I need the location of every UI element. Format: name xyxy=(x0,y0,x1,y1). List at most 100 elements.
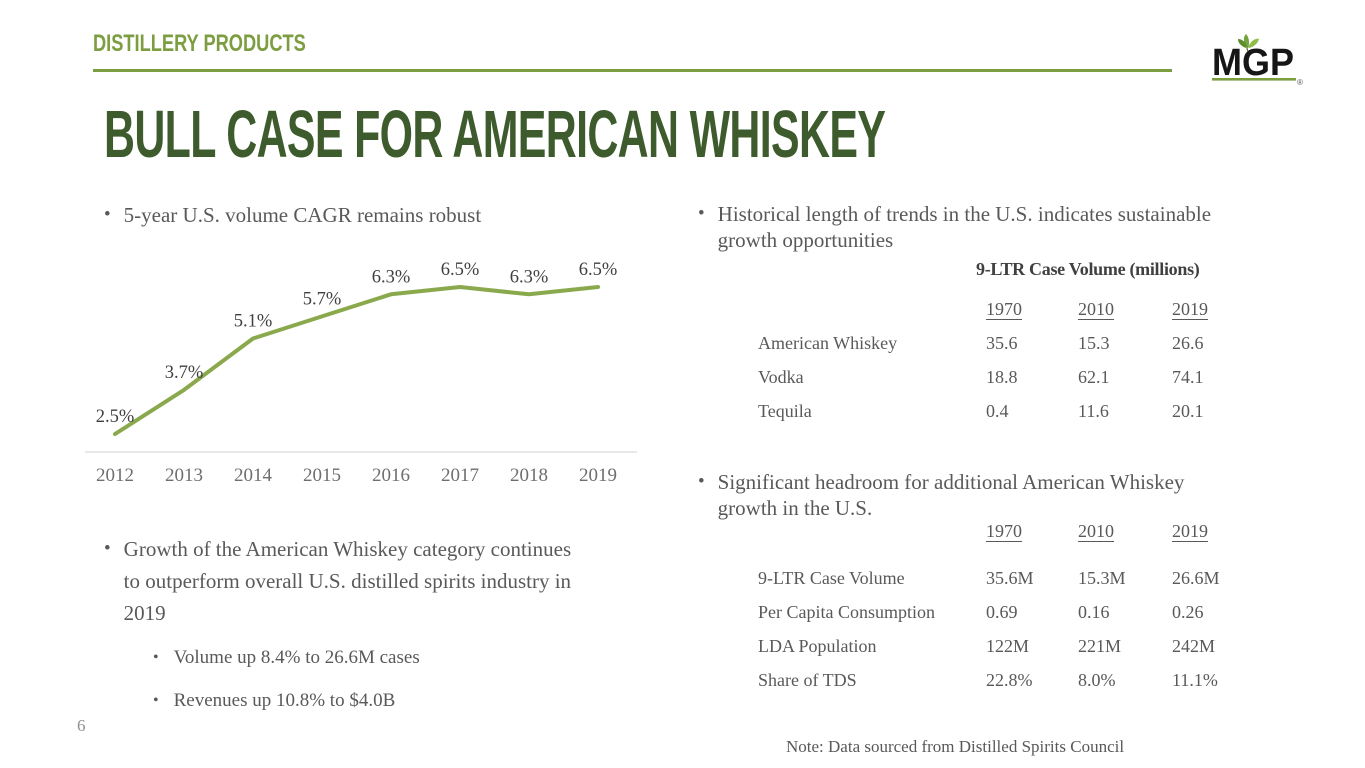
data-label: 6.5% xyxy=(579,260,618,280)
column-header-label: 1970 xyxy=(986,298,1022,319)
bullet-headroom: • Significant headroom for additional Am… xyxy=(698,469,1238,521)
table-cell: 122M xyxy=(986,635,1030,656)
row-label: Tequila xyxy=(758,400,812,421)
x-axis-tick-label: 2013 xyxy=(165,465,203,486)
x-axis-tick-label: 2016 xyxy=(372,465,410,486)
table-corner-cell xyxy=(758,519,986,561)
table-cell: 0.16 xyxy=(1078,601,1110,622)
table-cell: 18.8 xyxy=(986,366,1018,387)
bullet-headroom-text: Significant headroom for additional Amer… xyxy=(717,470,1185,520)
table-row: American Whiskey 35.6 15.3 26.6 xyxy=(758,326,1258,360)
data-label: 3.7% xyxy=(165,363,204,383)
sub-bullet-volume-text: Volume up 8.4% to 26.6M cases xyxy=(173,647,420,668)
table-row: Tequila 0.4 11.6 20.1 xyxy=(758,394,1258,428)
table-cell: 0.69 xyxy=(986,601,1018,622)
table-cell: 0.4 xyxy=(986,400,1009,421)
column-header-label: 2019 xyxy=(1172,298,1208,319)
table-header-row: 1970 2010 2019 xyxy=(758,519,1258,561)
row-label: Share of TDS xyxy=(758,669,857,690)
x-axis-tick-label: 2019 xyxy=(579,465,617,486)
x-axis-tick-label: 2018 xyxy=(510,465,548,486)
table-row: LDA Population 122M 221M 242M xyxy=(758,629,1258,663)
bullet-cagr: • 5-year U.S. volume CAGR remains robust xyxy=(104,202,481,228)
page-number: 6 xyxy=(77,716,86,735)
table-cell: 15.3 xyxy=(1078,332,1110,353)
data-label: 6.3% xyxy=(372,267,411,287)
bullet-dot: • xyxy=(153,649,159,666)
x-axis-tick-label: 2014 xyxy=(234,465,273,486)
row-label: 9-LTR Case Volume xyxy=(758,567,905,588)
table-row: Per Capita Consumption 0.69 0.16 0.26 xyxy=(758,595,1258,629)
source-note: Note: Data sourced from Distilled Spirit… xyxy=(786,737,1125,756)
column-header-2010: 2010 xyxy=(1078,519,1172,561)
column-header-1970: 1970 xyxy=(986,292,1078,326)
table-cell: 26.6 xyxy=(1172,332,1204,353)
row-label: LDA Population xyxy=(758,635,877,656)
row-label: Vodka xyxy=(758,366,804,387)
table-corner-cell xyxy=(758,292,986,326)
column-header-2010: 2010 xyxy=(1078,292,1172,326)
section-eyebrow: DISTILLERY PRODUCTS xyxy=(93,30,306,57)
data-label: 6.5% xyxy=(441,260,480,280)
table-cell: 35.6 xyxy=(986,332,1018,353)
sub-bullet-volume: • Volume up 8.4% to 26.6M cases xyxy=(153,646,420,670)
table-row: Vodka 18.8 62.1 74.1 xyxy=(758,360,1258,394)
column-header-2019: 2019 xyxy=(1172,519,1258,561)
bullet-growth: • Growth of the American Whiskey categor… xyxy=(104,533,596,629)
x-axis-tick-label: 2015 xyxy=(303,465,341,486)
data-label: 5.7% xyxy=(303,289,342,309)
x-axis-tick-label: 2017 xyxy=(441,465,479,486)
row-label: Per Capita Consumption xyxy=(758,601,935,622)
bullet-dot: • xyxy=(153,692,159,709)
column-header-label: 2019 xyxy=(1172,521,1208,541)
table-cell: 221M xyxy=(1078,635,1122,656)
table-row: Share of TDS 22.8% 8.0% 11.1% xyxy=(758,663,1258,697)
table-cell: 35.6M xyxy=(986,567,1034,588)
table-cell: 8.0% xyxy=(1078,669,1116,690)
slide-title: BULL CASE FOR AMERICAN WHISKEY xyxy=(104,97,886,172)
table-cell: 22.8% xyxy=(986,669,1033,690)
bullet-growth-text: Growth of the American Whiskey category … xyxy=(123,537,572,625)
table-categories: 1970 2010 2019 American Whiskey 35.6 15.3 26.6… xyxy=(758,292,1258,428)
table-header-row: 1970 2010 2019 xyxy=(758,292,1258,326)
data-label: 6.3% xyxy=(510,267,549,287)
column-header-label: 2010 xyxy=(1078,521,1114,541)
table-row: 9-LTR Case Volume 35.6M 15.3M 26.6M xyxy=(758,561,1258,595)
table-cell: 242M xyxy=(1172,635,1216,656)
x-axis-tick-label: 2012 xyxy=(96,465,134,486)
bullet-dot: • xyxy=(698,471,705,492)
table-cell: 11.6 xyxy=(1078,400,1109,421)
bullet-cagr-text: 5-year U.S. volume CAGR remains robust xyxy=(123,203,482,227)
registered-mark: ® xyxy=(1297,78,1303,86)
bullet-dot: • xyxy=(104,538,111,559)
data-label: 5.1% xyxy=(234,312,273,332)
column-header-label: 1970 xyxy=(986,521,1022,541)
column-header-label: 2010 xyxy=(1078,298,1114,319)
bullet-dot: • xyxy=(698,203,705,224)
cagr-chart-svg: 2.5% 2012 3.7% 2013 5.1% 2014 5.7% 2015 6.3% 2016… xyxy=(85,260,637,486)
table-cell: 62.1 xyxy=(1078,366,1110,387)
table-cell: 0.26 xyxy=(1172,601,1204,622)
bullet-trends: • Historical length of trends in the U.S… xyxy=(698,201,1258,253)
header-divider xyxy=(93,69,1172,72)
bullet-trends-text: Historical length of trends in the U.S. … xyxy=(717,202,1212,252)
row-label: American Whiskey xyxy=(758,332,898,353)
sub-bullet-revenue-text: Revenues up 10.8% to $4.0B xyxy=(173,690,396,711)
table-categories-title: 9-LTR Case Volume (millions) xyxy=(976,259,1200,279)
logo-text: MGP xyxy=(1212,42,1294,84)
table-cell: 26.6M xyxy=(1172,567,1220,588)
column-header-2019: 2019 xyxy=(1172,292,1258,326)
sub-bullet-revenue: • Revenues up 10.8% to $4.0B xyxy=(153,689,395,713)
table-cell: 74.1 xyxy=(1172,366,1204,387)
table-headroom: 1970 2010 2019 9-LTR Case Volume 35.6M 15.3M 2… xyxy=(758,519,1258,697)
column-header-1970: 1970 xyxy=(986,519,1078,561)
cagr-line-series xyxy=(113,285,600,436)
table-cell: 11.1% xyxy=(1172,669,1218,690)
bullet-dot: • xyxy=(104,204,111,225)
leaf-icon xyxy=(1238,34,1259,52)
mgp-logo: MGP ® xyxy=(1212,34,1303,86)
table-cell: 20.1 xyxy=(1172,400,1204,421)
data-label: 2.5% xyxy=(96,407,135,427)
table-cell: 15.3M xyxy=(1078,567,1126,588)
